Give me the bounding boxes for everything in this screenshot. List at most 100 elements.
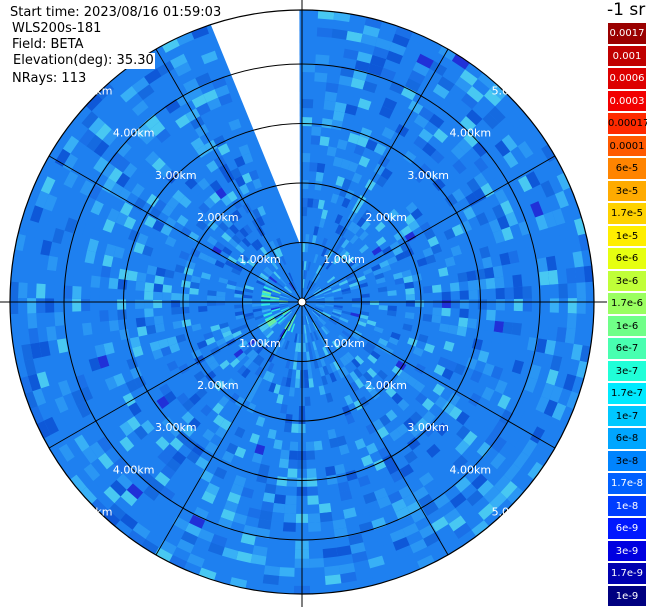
range-gate-cell: [227, 279, 237, 287]
range-gate-cell: [505, 398, 520, 414]
colorbar-entry: 0.0006: [607, 67, 647, 90]
range-gate-cell: [263, 312, 273, 318]
range-gate-cell: [241, 172, 253, 184]
range-gate-cell: [380, 167, 393, 181]
range-gate-cell: [415, 392, 428, 405]
range-gate-cell: [454, 76, 473, 94]
range-gate-cell: [494, 188, 509, 205]
azimuth-spoke: [301, 155, 556, 303]
range-gate-cell: [305, 441, 315, 451]
range-gate-cell: [69, 474, 87, 493]
range-gate-cell: [415, 417, 430, 431]
range-gate-cell: [347, 161, 359, 173]
range-gate-cell: [349, 381, 360, 392]
range-gate-cell: [290, 323, 296, 333]
range-gate-cell: [143, 114, 160, 130]
range-gate-cell: [269, 321, 278, 329]
range-gate-cell: [252, 303, 262, 307]
range-gate-cell: [324, 298, 334, 301]
range-gate-cell: [215, 187, 227, 200]
range-gate-cell: [459, 290, 469, 300]
range-gate-cell: [200, 416, 214, 429]
range-gate-cell: [342, 507, 357, 519]
range-gate-cell: [35, 420, 51, 439]
range-gate-cell: [315, 235, 321, 246]
range-gate-cell: [188, 417, 201, 431]
range-gate-cell: [477, 299, 487, 310]
range-gate-cell: [322, 287, 332, 293]
range-gate-cell: [315, 296, 325, 300]
range-gate-cell: [250, 340, 260, 350]
range-gate-cell: [422, 313, 433, 322]
range-gate-cell: [322, 325, 330, 334]
range-gate-cell: [354, 355, 365, 365]
range-gate-cell: [262, 418, 272, 429]
range-gate-cell: [431, 163, 446, 178]
range-gate-cell: [320, 337, 328, 347]
range-gate-cell: [117, 299, 127, 310]
range-gate-cell: [237, 364, 247, 375]
range-gate-cell: [144, 299, 154, 309]
range-ring-label: 1.00km: [239, 253, 281, 266]
range-gate-cell: [263, 285, 273, 292]
range-gate-cell: [281, 290, 290, 296]
range-gate-cell: [252, 342, 262, 352]
range-gate-cell: [510, 262, 522, 276]
range-gate-cell: [317, 317, 326, 326]
range-gate-cell: [117, 319, 129, 331]
range-gate-cell: [497, 394, 511, 410]
range-gate-cell: [563, 187, 578, 206]
range-gate-cell: [95, 188, 110, 205]
range-gate-cell: [477, 350, 490, 363]
range-gate-cell: [342, 267, 352, 276]
range-gate-cell: [216, 291, 226, 297]
range-gate-cell: [543, 211, 557, 229]
range-gate-cell: [84, 398, 99, 414]
range-gate-cell: [63, 171, 79, 189]
range-gate-cell: [207, 220, 219, 231]
range-gate-cell: [267, 352, 276, 363]
range-gate-cell: [358, 230, 369, 241]
range-gate-cell: [465, 192, 479, 207]
range-gate-cell: [322, 346, 329, 356]
range-gate-cell: [316, 318, 324, 327]
range-gate-cell: [421, 398, 435, 411]
range-gate-cell: [378, 296, 388, 301]
range-gate-cell: [490, 365, 504, 380]
range-gate-cell: [396, 300, 406, 307]
range-gate-cell: [185, 108, 201, 122]
range-gate-cell: [307, 189, 315, 199]
range-gate-cell: [408, 220, 420, 232]
range-gate-cell: [338, 75, 353, 87]
range-gate-cell: [214, 259, 225, 269]
range-gate-cell: [294, 333, 298, 343]
range-gate-cell: [152, 348, 164, 360]
range-gate-cell: [385, 341, 397, 351]
range-gate-cell: [549, 298, 559, 313]
range-gate-cell: [385, 386, 397, 398]
range-gate-cell: [270, 304, 280, 307]
range-gate-cell: [535, 338, 548, 354]
range-gate-cell: [164, 216, 177, 229]
range-gate-cell: [189, 281, 200, 290]
range-gate-cell: [431, 314, 442, 324]
range-gate-cell: [212, 365, 224, 376]
range-gate-cell: [329, 437, 339, 449]
range-gate-cell: [504, 287, 514, 300]
range-gate-cell: [327, 343, 335, 353]
range-gate-cell: [315, 264, 322, 274]
range-gate-cell: [320, 247, 328, 257]
range-gate-cell: [123, 177, 138, 193]
range-gate-cell: [399, 207, 411, 220]
range-gate-cell: [158, 364, 171, 376]
range-gate-cell: [230, 483, 244, 496]
range-gate-cell: [146, 193, 160, 208]
range-gate-cell: [247, 199, 258, 211]
range-gate-cell: [227, 213, 238, 225]
range-gate-cell: [209, 192, 221, 204]
range-gate-cell: [443, 508, 461, 524]
range-gate-cell: [149, 121, 166, 137]
range-gate-cell: [197, 177, 210, 191]
range-gate-cell: [392, 33, 410, 48]
range-gate-cell: [158, 383, 172, 396]
